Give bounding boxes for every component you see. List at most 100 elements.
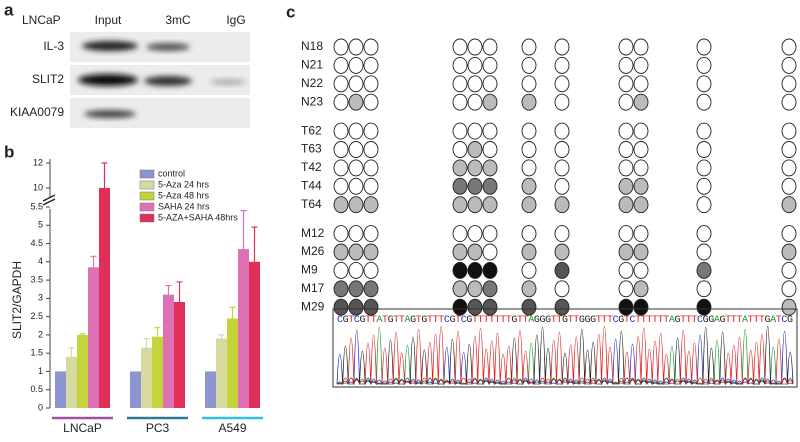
bar — [216, 338, 227, 408]
cpg-site — [363, 93, 379, 111]
cpg-site — [633, 177, 649, 195]
cpg-site — [467, 141, 483, 158]
cpg-site — [633, 122, 649, 140]
cpg-site — [618, 243, 634, 261]
y-tick-label: 3.5 — [30, 274, 43, 284]
cpg-site — [482, 93, 498, 111]
cpg-site — [554, 56, 570, 74]
cpg-site — [554, 141, 570, 158]
cpg-site — [696, 75, 712, 93]
bar — [205, 371, 216, 408]
cpg-site — [696, 93, 712, 111]
cpg-site — [618, 225, 634, 243]
legend-swatch — [139, 180, 155, 190]
cpg-site — [348, 298, 364, 316]
cpg-site — [633, 243, 649, 261]
cpg-site — [554, 93, 570, 111]
y-tick-label: 4 — [38, 256, 43, 266]
trace — [336, 325, 794, 386]
cpg-site — [618, 177, 634, 195]
y-tick-label: 4.5 — [30, 238, 43, 248]
cpg-site — [554, 261, 570, 279]
cpg-site — [633, 38, 649, 56]
error-bar — [101, 162, 108, 188]
error-bar — [154, 327, 161, 337]
x-tick-label: A549 — [218, 421, 246, 435]
cpg-site — [482, 196, 498, 214]
cpg-site — [618, 261, 634, 279]
cpg-site — [618, 280, 634, 298]
cpg-site — [333, 141, 349, 158]
cpg-site — [554, 243, 570, 261]
y-tick-label: 0.5 — [30, 384, 43, 394]
error-bar — [165, 284, 172, 295]
cpg-site — [363, 38, 379, 56]
cpg-site — [618, 159, 634, 177]
cpg-site — [482, 261, 498, 279]
bar — [249, 261, 260, 408]
error-bar — [251, 226, 258, 262]
cpg-site — [333, 196, 349, 214]
cpg-site — [521, 280, 537, 298]
cpg-site — [363, 177, 379, 195]
cpg-site — [554, 280, 570, 298]
cpg-site — [696, 196, 712, 214]
legend-label: 5-Aza 48 hrs — [158, 190, 210, 200]
cpg-site — [452, 298, 468, 316]
sample-label: N18 — [301, 39, 323, 53]
y-tick-label: 12 — [33, 157, 43, 167]
cpg-site — [348, 159, 364, 177]
cpg-site — [333, 159, 349, 177]
cpg-site — [482, 56, 498, 74]
sample-label: M9 — [301, 263, 318, 277]
cpg-site — [482, 122, 498, 140]
sample-label: N21 — [301, 58, 323, 72]
cpg-site — [696, 38, 712, 56]
cpg-site — [348, 261, 364, 279]
cpg-site — [696, 159, 712, 177]
cpg-site — [363, 196, 379, 214]
methylation-map: N18 N21 N22 N23 T62 T63 T42 T44 T64 M12 M26 M9 M17 M2… — [301, 38, 797, 316]
cpg-site — [482, 159, 498, 177]
cpg-site — [333, 177, 349, 195]
cpg-site — [467, 38, 483, 56]
legend-label: SAHA 24 hrs — [158, 201, 210, 211]
y-tick-label: 2 — [38, 329, 43, 339]
legend-label: 5-Aza 24 hrs — [158, 179, 210, 189]
legend-swatch — [139, 202, 155, 212]
cpg-site — [554, 225, 570, 243]
y-tick-label: 1.5 — [30, 348, 43, 358]
cpg-site — [348, 38, 364, 56]
column-label: 3mC — [165, 13, 191, 27]
cpg-site — [696, 122, 712, 140]
cpg-site — [521, 298, 537, 316]
trace — [336, 329, 794, 386]
y-tick-label: 1 — [38, 366, 43, 376]
cpg-site — [348, 196, 364, 214]
x-tick-label: LNCaP — [63, 421, 102, 435]
cpg-site — [633, 280, 649, 298]
cpg-site — [554, 38, 570, 56]
cpg-site — [781, 225, 797, 243]
cpg-site — [333, 38, 349, 56]
bar — [238, 249, 249, 408]
panel-label: a — [4, 0, 14, 19]
cpg-site — [467, 177, 483, 195]
cpg-site — [482, 141, 498, 158]
cpg-site — [482, 280, 498, 298]
cpg-site — [363, 225, 379, 243]
cpg-site — [363, 243, 379, 261]
cpg-site — [618, 93, 634, 111]
row-label: KIAA0079 — [10, 105, 64, 119]
cpg-site — [781, 261, 797, 279]
cpg-site — [554, 298, 570, 316]
cpg-site — [482, 75, 498, 93]
cpg-site — [521, 159, 537, 177]
cpg-site — [696, 243, 712, 261]
cpg-site — [452, 56, 468, 74]
trace — [336, 325, 794, 386]
cpg-site — [554, 177, 570, 195]
column-label: Input — [95, 13, 122, 27]
cpg-site — [696, 225, 712, 243]
cpg-site — [467, 159, 483, 177]
